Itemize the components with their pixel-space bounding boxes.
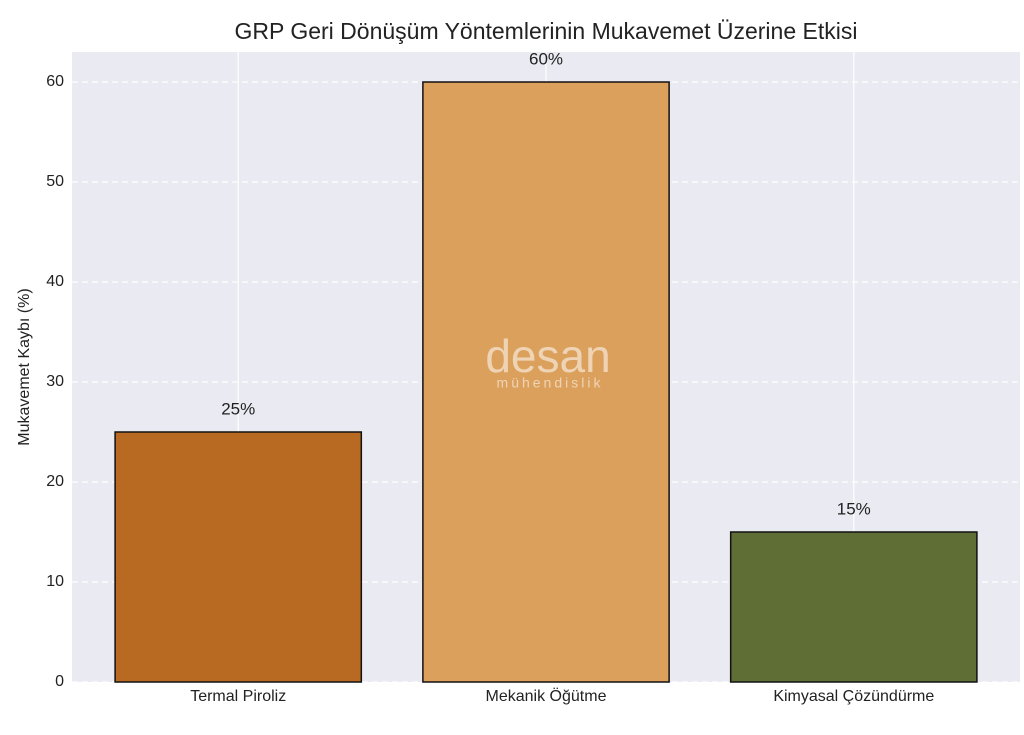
chart-title: GRP Geri Dönüşüm Yöntemlerinin Mukavemet… [235,18,858,44]
bar [114,431,363,683]
y-axis-label: Mukavemet Kaybı (%) [16,288,33,445]
watermark: desan mühendislik [485,330,610,391]
value-label: 15% [837,499,871,518]
watermark-name: desan [485,330,610,382]
y-tick-label: 30 [46,373,64,390]
x-tick-label: Kimyasal Çözündürme [773,688,934,705]
y-tick-label: 0 [55,673,64,690]
x-tick-label: Mekanik Öğütme [486,687,607,705]
x-tick-label: Termal Piroliz [190,688,286,705]
y-tick-label: 10 [46,573,64,590]
value-label: 25% [221,399,255,418]
y-tick-label: 50 [46,173,64,190]
bar [422,81,670,683]
marks: 25% 60% 15% [114,49,978,683]
y-tick-label: 60 [46,73,64,90]
y-tick-label: 20 [46,473,64,490]
bar [729,531,978,683]
watermark-tagline: mühendislik [497,375,604,391]
y-tick-label: 40 [46,273,64,290]
value-label: 60% [529,49,563,68]
